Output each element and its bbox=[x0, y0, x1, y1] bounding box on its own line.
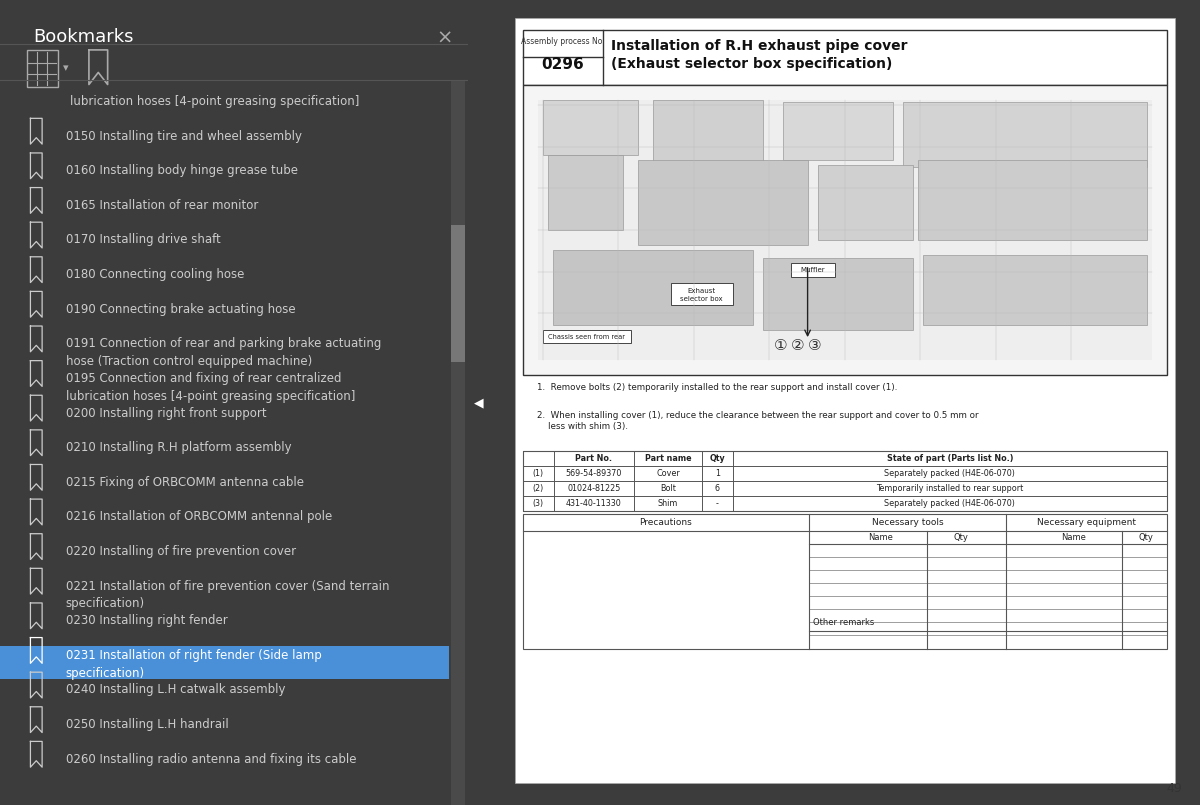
Text: Exhaust: Exhaust bbox=[688, 288, 715, 294]
Text: specification): specification) bbox=[66, 597, 145, 610]
Text: Name: Name bbox=[868, 533, 893, 542]
Text: 0296: 0296 bbox=[541, 57, 584, 72]
Text: hose (Traction control equipped machine): hose (Traction control equipped machine) bbox=[66, 355, 312, 368]
Text: 0215 Fixing of ORBCOMM antenna cable: 0215 Fixing of ORBCOMM antenna cable bbox=[66, 476, 304, 489]
Bar bbox=[451, 80, 464, 805]
Text: Other remarks: Other remarks bbox=[814, 617, 875, 626]
Bar bbox=[542, 330, 631, 343]
Text: Muffler: Muffler bbox=[800, 267, 824, 273]
Text: 0165 Installation of rear monitor: 0165 Installation of rear monitor bbox=[66, 199, 258, 212]
Text: 0150 Installing tire and wheel assembly: 0150 Installing tire and wheel assembly bbox=[66, 130, 301, 142]
Text: 0210 Installing R.H platform assembly: 0210 Installing R.H platform assembly bbox=[66, 441, 292, 454]
Text: Separately packed (H4E-06-070): Separately packed (H4E-06-070) bbox=[884, 499, 1015, 508]
Text: Necessary equipment: Necessary equipment bbox=[1037, 518, 1136, 527]
Text: 0221 Installation of fire prevention cover (Sand terrain: 0221 Installation of fire prevention cov… bbox=[66, 580, 389, 592]
Text: Chassis seen from rear: Chassis seen from rear bbox=[548, 334, 625, 340]
Bar bbox=[782, 102, 893, 160]
Text: 0260 Installing radio antenna and fixing its cable: 0260 Installing radio antenna and fixing… bbox=[66, 753, 356, 766]
Text: Assembly process No.: Assembly process No. bbox=[521, 37, 605, 46]
Text: Part name: Part name bbox=[644, 454, 691, 463]
Bar bbox=[902, 102, 1147, 167]
Text: ②: ② bbox=[791, 337, 804, 353]
Bar bbox=[653, 100, 763, 165]
Text: Bookmarks: Bookmarks bbox=[32, 28, 133, 46]
Text: selector box: selector box bbox=[680, 296, 722, 302]
Text: 0195 Connection and fixing of rear centralized: 0195 Connection and fixing of rear centr… bbox=[66, 372, 341, 385]
Text: 01024-81225: 01024-81225 bbox=[568, 484, 620, 493]
Text: State of part (Parts list No.): State of part (Parts list No.) bbox=[887, 454, 1013, 463]
Text: Installation of R.H exhaust pipe cover: Installation of R.H exhaust pipe cover bbox=[611, 39, 907, 53]
Bar bbox=[791, 263, 835, 277]
FancyBboxPatch shape bbox=[0, 646, 449, 679]
Text: 0231 Installation of right fender (Side lamp: 0231 Installation of right fender (Side … bbox=[66, 649, 322, 662]
Bar bbox=[523, 30, 1166, 85]
Text: specification): specification) bbox=[66, 667, 145, 679]
Text: 0191 Connection of rear and parking brake actuating: 0191 Connection of rear and parking brak… bbox=[66, 337, 380, 350]
Text: lubrication hoses [4-point greasing specification]: lubrication hoses [4-point greasing spec… bbox=[66, 390, 355, 402]
Text: 0216 Installation of ORBCOMM antennal pole: 0216 Installation of ORBCOMM antennal po… bbox=[66, 510, 331, 523]
Text: Qty: Qty bbox=[1139, 533, 1153, 542]
Bar bbox=[553, 250, 752, 325]
Bar bbox=[538, 100, 1152, 360]
Text: 1: 1 bbox=[715, 469, 720, 478]
Text: Shim: Shim bbox=[658, 499, 678, 508]
Text: ×: × bbox=[437, 28, 452, 47]
Bar bbox=[918, 160, 1147, 240]
Text: (2): (2) bbox=[533, 484, 544, 493]
Text: Necessary tools: Necessary tools bbox=[872, 518, 943, 527]
Text: 0220 Installing of fire prevention cover: 0220 Installing of fire prevention cover bbox=[66, 545, 295, 558]
Bar bbox=[523, 85, 1166, 375]
Text: 0230 Installing right fender: 0230 Installing right fender bbox=[66, 614, 227, 627]
Text: Separately packed (H4E-06-070): Separately packed (H4E-06-070) bbox=[884, 469, 1015, 478]
Text: ①: ① bbox=[774, 337, 787, 353]
Bar bbox=[671, 283, 732, 305]
Bar bbox=[542, 100, 637, 155]
Text: 1.  Remove bolts (2) temporarily installed to the rear support and install cover: 1. Remove bolts (2) temporarily installe… bbox=[536, 383, 896, 392]
Text: less with shim (3).: less with shim (3). bbox=[547, 422, 628, 431]
Text: Name: Name bbox=[1061, 533, 1086, 542]
Text: 431-40-11330: 431-40-11330 bbox=[566, 499, 622, 508]
Text: 0240 Installing L.H catwalk assembly: 0240 Installing L.H catwalk assembly bbox=[66, 683, 286, 696]
Bar bbox=[451, 225, 464, 362]
Text: 0250 Installing L.H handrail: 0250 Installing L.H handrail bbox=[66, 718, 228, 731]
Text: 0190 Connecting brake actuating hose: 0190 Connecting brake actuating hose bbox=[66, 303, 295, 316]
Text: (3): (3) bbox=[533, 499, 544, 508]
Bar bbox=[523, 451, 1166, 511]
Text: -: - bbox=[715, 499, 719, 508]
Text: Qty: Qty bbox=[953, 533, 968, 542]
Text: 0180 Connecting cooling hose: 0180 Connecting cooling hose bbox=[66, 268, 244, 281]
Text: Part No.: Part No. bbox=[575, 454, 612, 463]
Text: Temporarily installed to rear support: Temporarily installed to rear support bbox=[876, 484, 1024, 493]
Text: 2.  When installing cover (1), reduce the clearance between the rear support and: 2. When installing cover (1), reduce the… bbox=[536, 411, 978, 420]
Text: ③: ③ bbox=[808, 337, 822, 353]
Bar bbox=[817, 165, 913, 240]
Bar bbox=[637, 160, 808, 245]
Bar bbox=[923, 255, 1147, 325]
Text: (Exhaust selector box specification): (Exhaust selector box specification) bbox=[611, 57, 892, 71]
Text: Bolt: Bolt bbox=[660, 484, 676, 493]
Text: Cover: Cover bbox=[656, 469, 679, 478]
Text: Qty: Qty bbox=[709, 454, 725, 463]
Bar bbox=[763, 258, 913, 330]
Bar bbox=[523, 514, 1166, 649]
Text: 6: 6 bbox=[715, 484, 720, 493]
Text: ◀: ◀ bbox=[474, 396, 484, 409]
Text: lubrication hoses [4-point greasing specification]: lubrication hoses [4-point greasing spec… bbox=[70, 95, 360, 108]
Text: ▾: ▾ bbox=[64, 64, 68, 73]
Text: Precautions: Precautions bbox=[640, 518, 692, 527]
Text: (1): (1) bbox=[533, 469, 544, 478]
Text: 49: 49 bbox=[1166, 782, 1182, 795]
Text: 0200 Installing right front support: 0200 Installing right front support bbox=[66, 407, 266, 419]
Text: 0170 Installing drive shaft: 0170 Installing drive shaft bbox=[66, 233, 221, 246]
Text: 569-54-89370: 569-54-89370 bbox=[565, 469, 622, 478]
Bar bbox=[547, 155, 623, 230]
Text: 0160 Installing body hinge grease tube: 0160 Installing body hinge grease tube bbox=[66, 164, 298, 177]
